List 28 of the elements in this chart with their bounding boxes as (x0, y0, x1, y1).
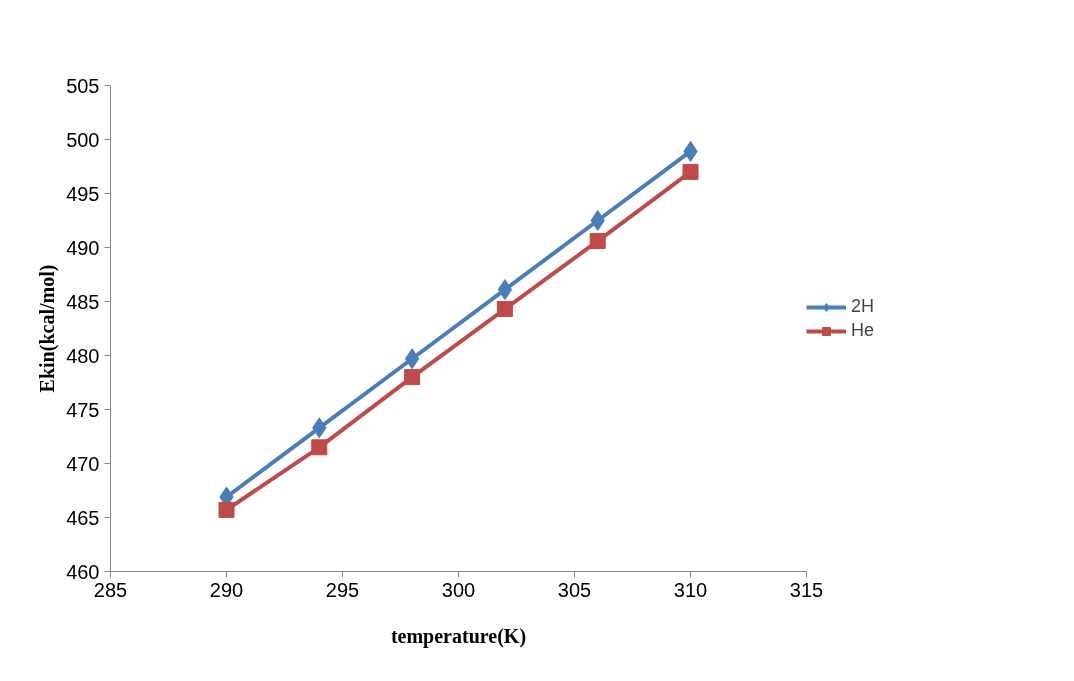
x-tick-label: 310 (673, 578, 708, 601)
point (404, 369, 421, 386)
x-tick-label: 290 (209, 578, 244, 601)
x-tick-label: 305 (557, 578, 592, 601)
point (496, 301, 513, 318)
x-axis-title: temperature(K) (390, 624, 527, 648)
y-tick-label: 480 (66, 344, 100, 367)
legend-label: 2H (851, 296, 875, 317)
y-tick-label: 475 (66, 398, 100, 421)
point (589, 233, 606, 250)
x-tick-label: 300 (441, 578, 476, 601)
point (311, 439, 328, 456)
y-tick-label: 495 (66, 182, 100, 205)
y-axis-title: Ekin(kcal/mol) (36, 264, 60, 393)
x-tick-label: 315 (789, 578, 824, 601)
y-tick-label: 490 (66, 236, 100, 259)
x-tick-label: 295 (325, 578, 360, 601)
y-tick-label: 465 (66, 506, 100, 529)
point (497, 279, 513, 301)
point (590, 210, 605, 231)
point (682, 163, 699, 180)
legend-label: He (851, 320, 875, 341)
y-tick-label: 470 (66, 452, 100, 475)
point (218, 501, 235, 518)
y-tick-label: 505 (66, 74, 100, 97)
y-tick-label: 485 (66, 290, 100, 313)
y-tick-label: 500 (66, 128, 100, 151)
point (404, 348, 420, 370)
